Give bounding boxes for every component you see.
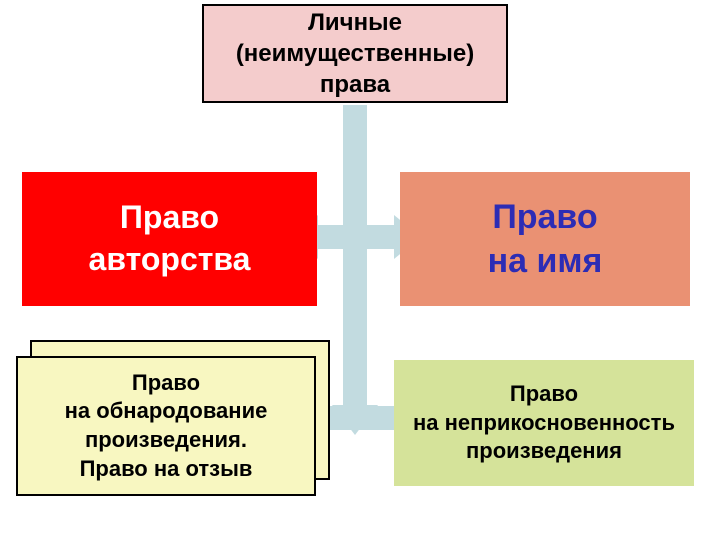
right-node: Право на имя: [400, 172, 690, 306]
hbar-upper: [317, 225, 395, 249]
top-node: Личные (неимущественные) права: [202, 4, 508, 103]
bottom-right-node: Право на неприкосновенность произведения: [394, 360, 694, 486]
vertical-stem: [343, 105, 367, 405]
left-node: Право авторства: [22, 172, 317, 306]
bottom-left-node: Право на обнародование произведения. Пра…: [16, 356, 316, 496]
